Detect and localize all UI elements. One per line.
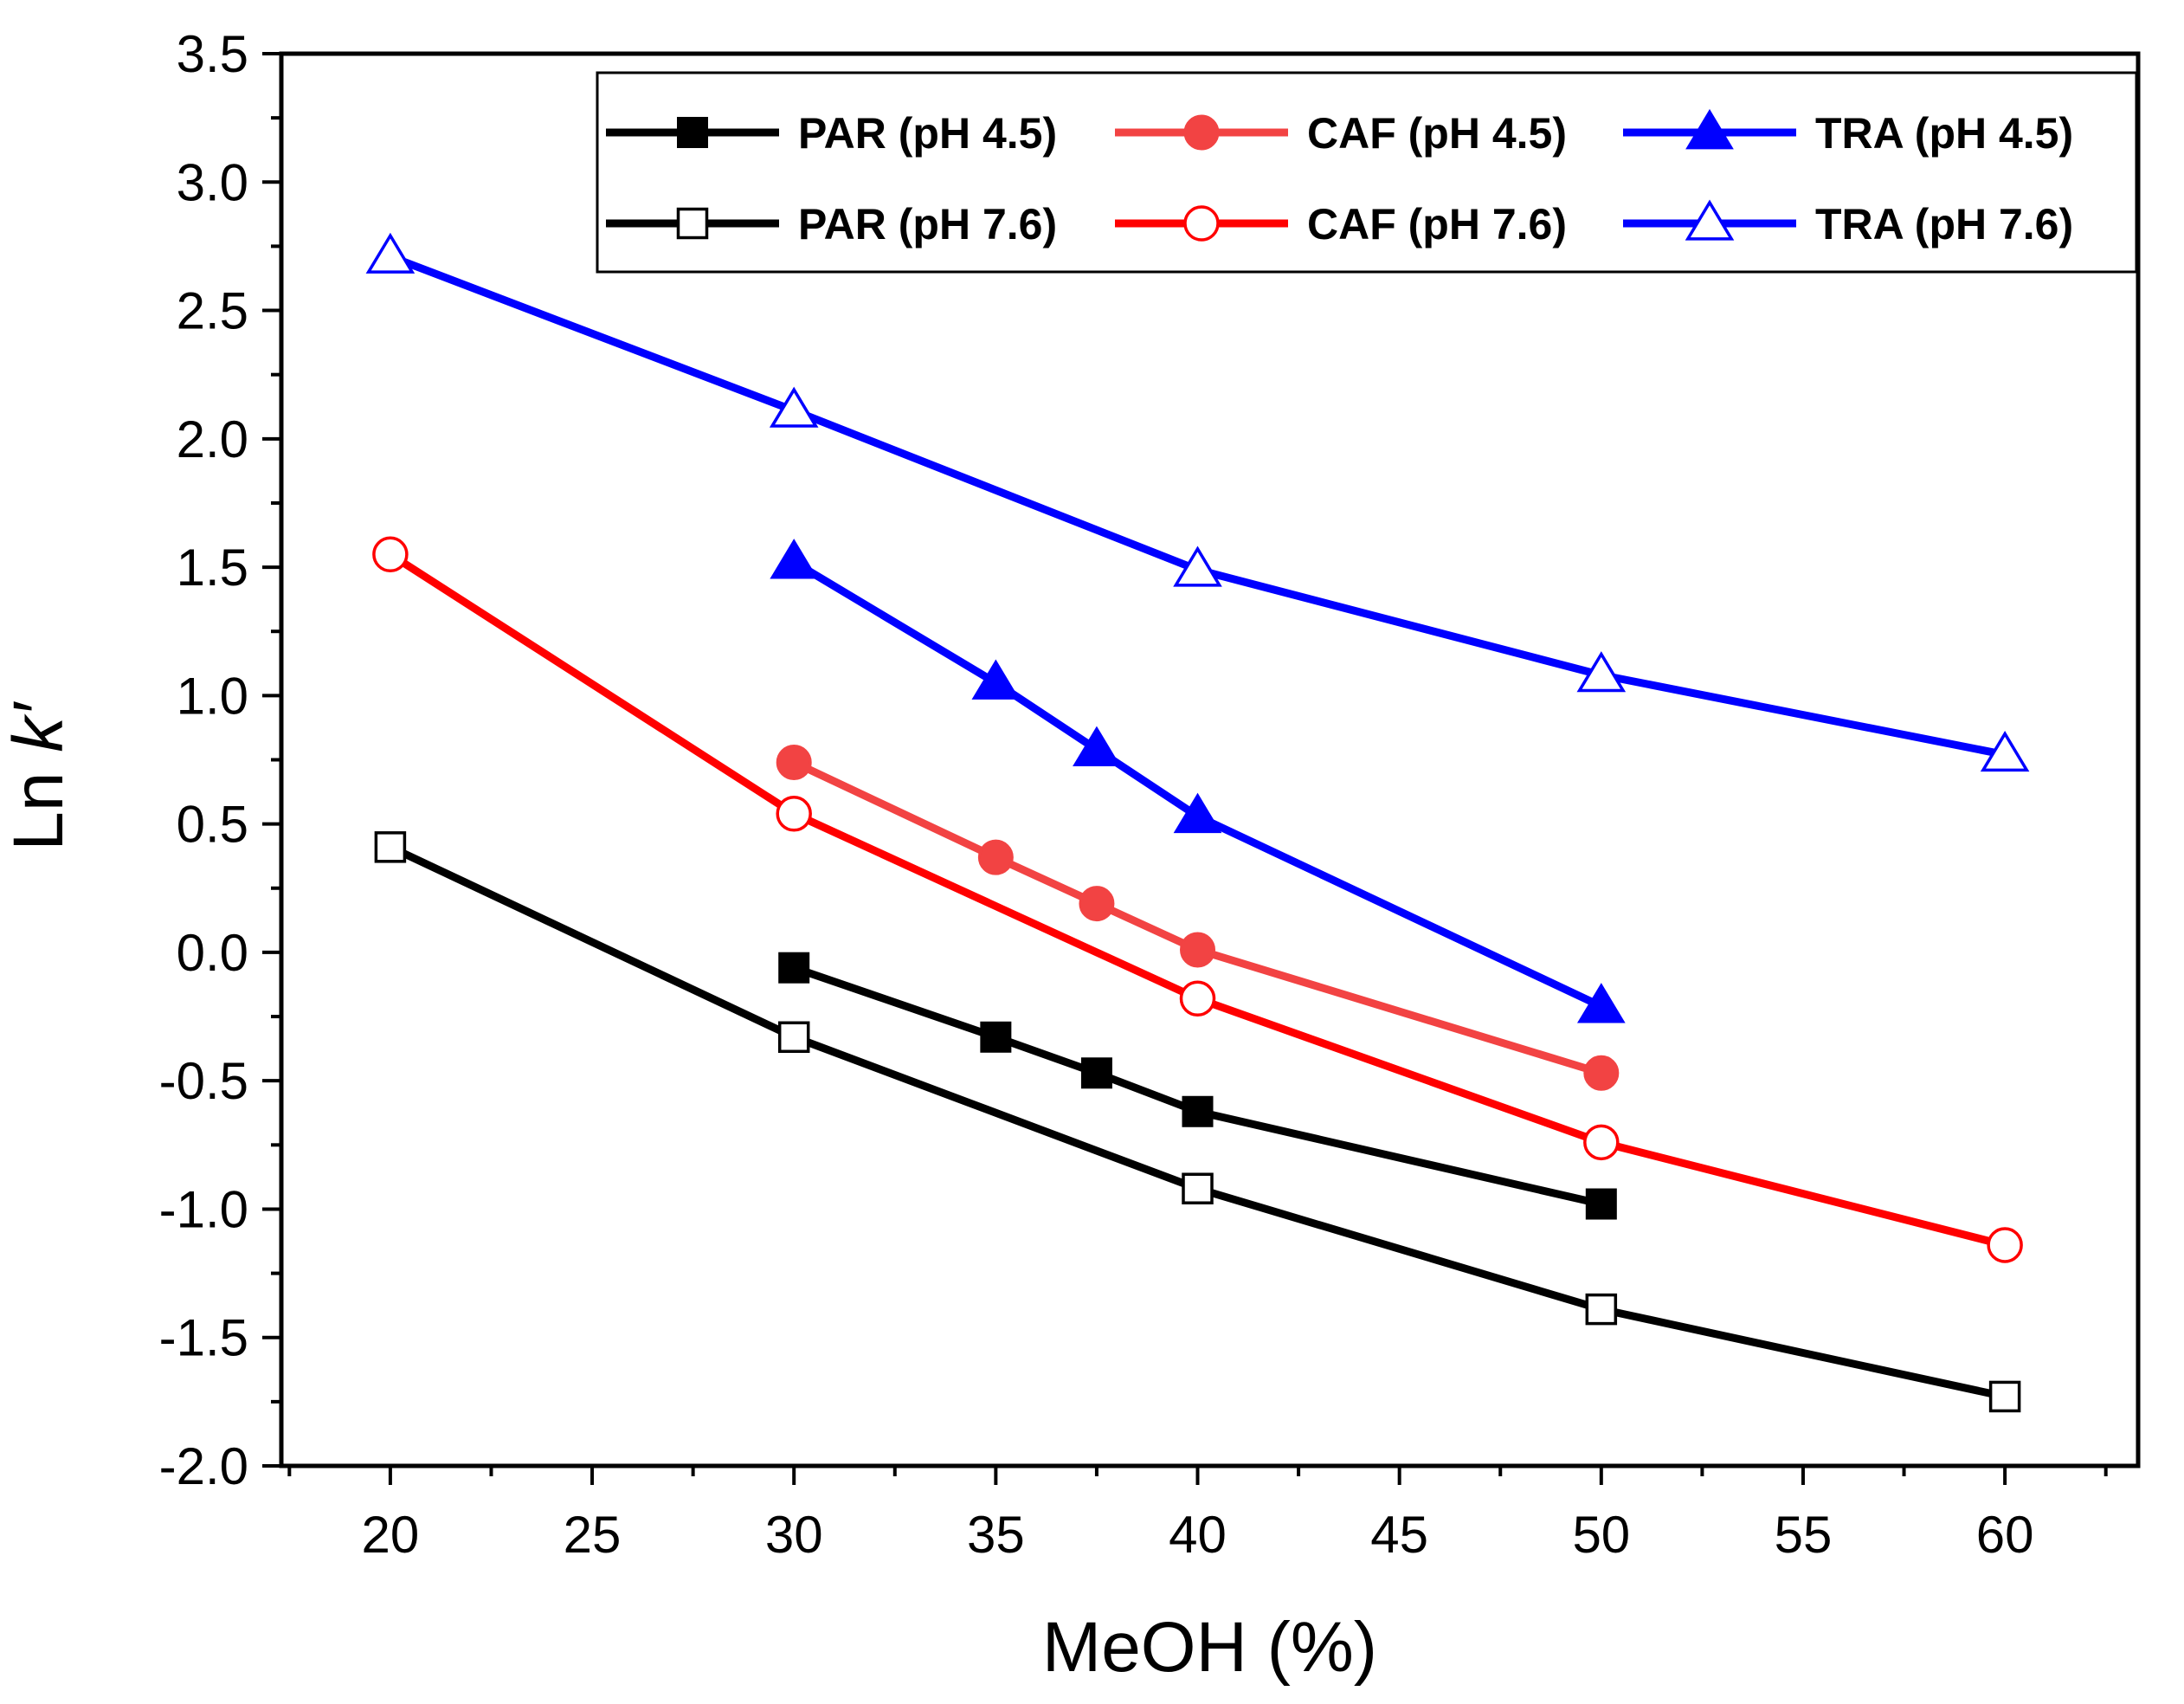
data-point	[1182, 1095, 1214, 1127]
series-0	[778, 952, 1617, 1220]
series-line	[388, 551, 2007, 1249]
data-point	[1182, 1172, 1214, 1204]
legend-label: CAF (pH 4.5)	[1307, 109, 1567, 158]
x-tick-label: 45	[1370, 1506, 1428, 1564]
data-point	[776, 796, 812, 832]
legend-label: TRA (pH 4.5)	[1815, 109, 2073, 158]
data-point	[1180, 932, 1216, 968]
y-tick-label: 1.0	[177, 667, 248, 725]
series-5	[365, 232, 2030, 772]
legend-label: PAR (pH 4.5)	[798, 109, 1057, 158]
series-4	[372, 536, 2023, 1263]
y-tick-label: -1.5	[159, 1309, 248, 1367]
legend-label: TRA (pH 7.6)	[1815, 200, 2073, 248]
data-point	[1173, 792, 1222, 834]
y-tick-label: 3.0	[177, 153, 248, 211]
data-point	[1583, 1124, 1620, 1161]
data-point	[1585, 1293, 1618, 1326]
y-tick-label: 1.5	[177, 539, 248, 597]
legend: PAR (pH 4.5) CAF (pH 4.5) TRA (pH 4.5) PAR …	[596, 71, 2138, 274]
data-point	[1179, 980, 1216, 1017]
legend-marker	[1183, 205, 1220, 242]
legend-label: CAF (pH 7.6)	[1307, 200, 1567, 248]
data-point	[1576, 983, 1626, 1023]
y-tick-label: 2.5	[177, 282, 248, 340]
series-3	[374, 831, 2021, 1413]
y-tick-label: 0.5	[177, 796, 248, 854]
x-tick-label: 50	[1572, 1506, 1630, 1564]
legend-marker	[1183, 114, 1220, 151]
legend-marker	[676, 207, 709, 240]
legend-marker	[677, 117, 708, 148]
data-point	[374, 831, 407, 863]
data-point	[769, 386, 819, 428]
data-point	[1585, 1188, 1617, 1220]
series-line	[389, 253, 2006, 758]
data-point	[977, 839, 1014, 875]
legend-label: PAR (pH 7.6)	[798, 200, 1057, 248]
y-tick-label: 3.5	[177, 25, 248, 83]
y-axis-title-prefix: Ln	[0, 752, 78, 851]
x-axis-title: MeOH (%)	[1042, 1608, 1377, 1687]
data-point	[980, 1021, 1012, 1053]
y-axis: -2.0 -1.5 -1.0 -0.5 0.0 0.5 1.0 1.5 2.0 2.5 3.0 3.5	[159, 25, 281, 1495]
data-point	[1079, 886, 1115, 922]
data-point	[1073, 726, 1121, 766]
data-point	[1583, 1055, 1620, 1091]
data-point	[1988, 1380, 2021, 1413]
x-tick-label: 30	[765, 1506, 823, 1564]
legend-entry: PAR (pH 4.5)	[606, 109, 1057, 158]
legend-entry: TRA (pH 4.5)	[1623, 108, 2073, 158]
data-point	[1576, 651, 1627, 693]
data-point	[971, 659, 1021, 700]
data-point	[1980, 731, 2030, 772]
data-point	[776, 744, 812, 780]
x-tick-label: 20	[362, 1506, 420, 1564]
legend-entry: CAF (pH 4.5)	[1115, 109, 1567, 158]
y-tick-label: -1.0	[159, 1180, 248, 1238]
x-tick-label: 55	[1775, 1506, 1833, 1564]
y-axis-title-variable: k′	[0, 701, 78, 752]
y-axis-title: Ln k′	[0, 701, 78, 851]
x-axis: 20 25 30 35 40 45 50 55 60	[287, 1466, 2108, 1564]
data-point	[777, 1021, 810, 1054]
y-tick-label: 0.0	[177, 924, 248, 982]
data-point	[1173, 545, 1222, 587]
data-point	[770, 539, 819, 579]
legend-box	[596, 71, 2138, 274]
legend-marker	[1685, 199, 1735, 241]
data-point	[1080, 1057, 1112, 1089]
data-point	[1987, 1227, 2023, 1263]
x-tick-label: 40	[1169, 1506, 1227, 1564]
legend-entry: PAR (pH 7.6)	[606, 200, 1057, 248]
series-1	[776, 744, 1620, 1091]
x-tick-label: 35	[967, 1506, 1025, 1564]
x-tick-label: 25	[564, 1506, 622, 1564]
data-point	[365, 232, 416, 274]
data-point	[372, 536, 409, 573]
y-tick-label: 2.0	[177, 410, 248, 468]
series-2	[770, 539, 1626, 1023]
y-tick-label: -2.0	[159, 1437, 248, 1495]
data-point	[778, 952, 810, 984]
series-layer	[365, 232, 2030, 1413]
legend-entry: TRA (pH 7.6)	[1623, 199, 2073, 248]
x-tick-label: 60	[1976, 1506, 2034, 1564]
legend-entry: CAF (pH 7.6)	[1115, 200, 1567, 248]
legend-marker	[1685, 108, 1734, 150]
y-tick-label: -0.5	[159, 1052, 248, 1110]
